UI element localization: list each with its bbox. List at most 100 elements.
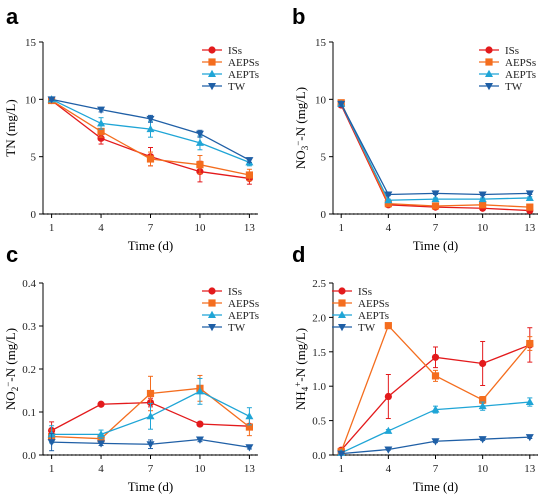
data-point	[431, 190, 440, 198]
data-point	[384, 191, 393, 199]
data-point	[431, 202, 440, 210]
x-tick-label: 10	[477, 222, 489, 234]
data-point	[478, 191, 487, 199]
legend-label: AEPSs	[358, 298, 389, 310]
data-point	[431, 372, 440, 380]
series-aepts	[337, 99, 534, 204]
data-point	[478, 436, 487, 444]
legend-marker	[338, 299, 346, 307]
data-point	[97, 119, 106, 127]
data-point	[97, 400, 105, 408]
legend-label: AEPSs	[228, 57, 259, 69]
data-point	[195, 436, 204, 444]
data-point	[97, 134, 105, 142]
data-point	[146, 389, 155, 398]
data-point	[337, 100, 346, 109]
legend-marker	[338, 287, 346, 295]
legend-marker	[208, 310, 216, 318]
legend-label: ISs	[228, 45, 242, 57]
data-point	[195, 138, 204, 146]
x-tick-label: 7	[433, 222, 439, 234]
data-point	[97, 440, 106, 448]
legend-label: AEPTs	[358, 310, 389, 322]
data-point	[337, 450, 346, 458]
data-point	[47, 96, 56, 104]
data-point	[479, 201, 487, 209]
legend-marker	[485, 58, 493, 66]
y-tick-label: 0.5	[312, 416, 326, 428]
data-point	[431, 194, 440, 203]
panel-letter: c	[6, 242, 18, 267]
data-point	[47, 439, 56, 447]
x-tick-label: 1	[49, 463, 55, 475]
x-tick-label: 4	[98, 222, 104, 234]
x-tick-label: 4	[386, 463, 392, 475]
data-point	[526, 339, 534, 348]
y-tick-label: 1.0	[312, 381, 326, 393]
data-point	[245, 444, 254, 452]
panel-d: d 0.0 0.5 1.0 1.5 2.0 2.5 1 4 7 10 13 Time (d) NH4+-N…	[292, 242, 538, 494]
legend-marker	[208, 58, 216, 66]
data-point	[245, 157, 254, 165]
panel-letter: a	[6, 4, 19, 29]
legend-label: TW	[505, 81, 523, 93]
y-tick-label: 0.0	[22, 450, 36, 462]
data-point	[525, 434, 534, 442]
data-point	[384, 322, 392, 330]
series-aepss	[48, 96, 253, 182]
data-point	[196, 161, 204, 169]
legend-label: AEPTs	[505, 69, 536, 81]
data-point	[478, 401, 487, 410]
x-tick-label: 13	[524, 463, 536, 475]
legend-marker	[485, 46, 493, 54]
y-axis-title: NO2−-N (mg/L)	[3, 328, 20, 410]
legend-label: AEPSs	[505, 57, 536, 69]
panel-letter: d	[292, 242, 305, 267]
legend-marker	[208, 46, 216, 54]
x-tick-label: 10	[477, 463, 489, 475]
y-tick-label: 10	[315, 94, 327, 106]
legend-marker	[208, 287, 216, 295]
panel-a: a 0 5 10 15 1 4 7 10 13 Time (d) TN (mg/L) ISsAEPSsA…	[3, 4, 259, 253]
data-point	[146, 412, 155, 420]
data-point	[146, 155, 155, 163]
data-point	[526, 203, 534, 211]
panel-c: c 0.0 0.1 0.2 0.3 0.4 1 4 7 10 13 Time (d) NO2−-N (m…	[3, 242, 259, 494]
x-axis-title: Time (d)	[128, 238, 173, 253]
data-point	[431, 405, 440, 413]
legend-marker	[338, 324, 346, 332]
y-tick-label: 0.2	[22, 364, 36, 376]
legend-marker	[208, 69, 216, 77]
y-tick-label: 2.0	[312, 312, 326, 324]
data-point	[97, 430, 106, 438]
x-tick-label: 13	[524, 222, 536, 234]
data-point	[384, 446, 393, 454]
series-iss	[48, 96, 253, 185]
data-point	[384, 392, 392, 401]
legend-label: AEPTs	[228, 310, 259, 322]
y-axis-title: NH4+-N (mg/L)	[293, 328, 310, 410]
x-tick-label: 7	[433, 463, 439, 475]
x-tick-label: 13	[244, 463, 256, 475]
y-tick-label: 0	[31, 209, 37, 221]
y-tick-label: 0.3	[22, 321, 36, 333]
y-axis-title: TN (mg/L)	[3, 99, 18, 156]
series-line	[340, 103, 530, 201]
legend-label: TW	[228, 81, 246, 93]
data-point	[196, 420, 204, 428]
data-point	[479, 396, 487, 404]
legend-label: AEPSs	[228, 298, 259, 310]
y-tick-label: 0.4	[22, 278, 36, 290]
series-aepss	[337, 322, 534, 456]
y-tick-label: 5	[321, 152, 327, 164]
legend-marker	[485, 83, 493, 91]
data-point	[146, 124, 155, 133]
data-point	[146, 441, 155, 449]
y-tick-label: 1.5	[312, 347, 326, 359]
legend-marker	[208, 324, 216, 332]
data-point	[245, 171, 253, 179]
x-axis-title: Time (d)	[413, 238, 458, 253]
